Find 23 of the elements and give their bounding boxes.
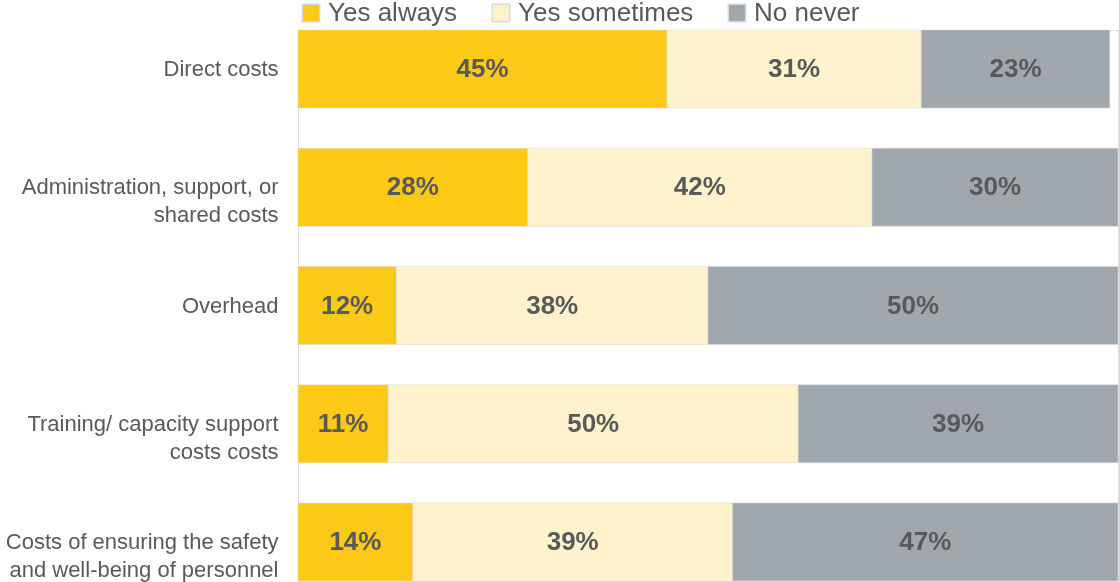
data-label: 39% xyxy=(546,525,599,556)
data-label: 50% xyxy=(886,289,940,320)
data-label: 14% xyxy=(329,525,382,556)
data-label: 11% xyxy=(317,407,369,438)
data-label: 45% xyxy=(456,53,509,84)
data-label: 28% xyxy=(386,171,439,202)
legend-label: No never xyxy=(754,0,860,27)
y-tick-label: Training/ capacity support costs costs xyxy=(27,410,279,464)
data-label: 50% xyxy=(567,407,620,438)
y-tick-label: Administration, support, or shared costs xyxy=(21,174,279,228)
data-label: 39% xyxy=(932,407,985,438)
data-label: 47% xyxy=(899,525,952,556)
data-label: 31% xyxy=(768,53,821,84)
legend-label: Yes sometimes xyxy=(518,0,694,27)
data-label: 38% xyxy=(526,289,579,320)
y-tick-label: Direct costs xyxy=(163,56,279,82)
y-tick-label: Costs of ensuring the safety and well-being of personnel xyxy=(5,528,279,582)
data-label: 42% xyxy=(673,171,726,202)
data-label: 12% xyxy=(321,289,374,320)
y-tick-label: Overhead xyxy=(181,292,279,318)
data-label: 23% xyxy=(989,53,1042,84)
data-label: 30% xyxy=(968,171,1022,202)
legend-label: Yes always xyxy=(328,0,458,27)
